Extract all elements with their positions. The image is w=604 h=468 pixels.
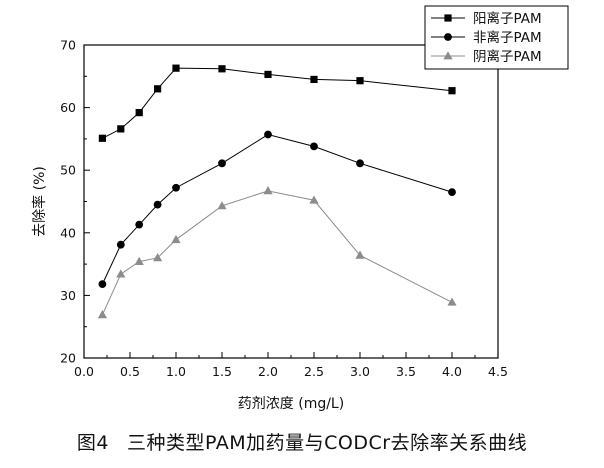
legend-marker (444, 14, 452, 22)
data-point (218, 65, 226, 73)
x-tick-label: 4.5 (488, 364, 508, 379)
data-point (135, 220, 144, 229)
data-point (356, 77, 364, 85)
data-point (263, 186, 273, 195)
x-tick-label: 0.5 (120, 364, 140, 379)
series-line (101, 133, 453, 285)
data-point (448, 87, 456, 95)
data-point (310, 142, 318, 151)
series-triangle (97, 186, 457, 319)
legend-label: 阴离子PAM (473, 48, 542, 65)
data-point (153, 253, 163, 262)
series-square (98, 64, 456, 142)
legend-label: 阳离子PAM (473, 10, 542, 27)
y-tick-label: 20 (60, 351, 76, 366)
series-line (101, 190, 453, 316)
data-point (217, 201, 227, 210)
x-tick-label: 2.0 (258, 364, 278, 379)
x-tick-label: 1.5 (212, 364, 232, 379)
data-point (171, 234, 181, 244)
data-point (218, 159, 226, 168)
data-point (153, 200, 162, 209)
data-point (447, 297, 457, 306)
legend-marker (444, 33, 452, 41)
y-tick-label: 60 (60, 100, 76, 115)
data-point (134, 256, 144, 265)
data-point (135, 109, 143, 117)
data-point (97, 310, 107, 319)
series-layer (97, 64, 457, 319)
y-tick-label: 70 (60, 38, 76, 53)
y-axis-label: 去除率 (%) (31, 166, 48, 237)
data-point (98, 280, 107, 289)
axes: 0.0 0.5 1.0 1.5 2.0 2.5 3.0 3.5 4.0 4.5 20 30 40 50 60… (31, 38, 508, 413)
plot-frame (83, 44, 499, 359)
caption-text: 三种类型PAM加药量与CODCr去除率关系曲线 (127, 432, 528, 454)
data-point (98, 134, 106, 142)
x-tick-label: 3.0 (350, 364, 370, 379)
caption-number: 图4 (76, 432, 109, 454)
data-point (356, 159, 364, 168)
x-tick-label: 4.0 (442, 364, 462, 379)
data-point (264, 130, 272, 139)
data-point (117, 125, 125, 133)
y-tick-label: 30 (60, 288, 76, 303)
data-point (172, 183, 180, 192)
series-circle (98, 130, 456, 289)
data-point (309, 195, 319, 204)
series-line (102, 67, 453, 139)
data-point (355, 250, 365, 259)
y-tick-label: 50 (60, 163, 76, 178)
line-chart: 0.0 0.5 1.0 1.5 2.0 2.5 3.0 3.5 4.0 4.5 20 30 40 50 60… (31, 5, 569, 413)
x-tick-label: 1.0 (166, 364, 186, 379)
data-point (310, 75, 318, 84)
x-tick-label: 0.0 (74, 364, 94, 379)
data-point (448, 188, 456, 197)
x-tick-label: 2.5 (304, 364, 324, 379)
legend-label: 非离子PAM (473, 29, 542, 46)
data-point (116, 269, 126, 278)
legend: 阳离子PAM 非离子PAM 阴离子PAM (424, 5, 569, 70)
legend-marker (443, 51, 453, 60)
data-point (154, 85, 162, 93)
data-point (116, 240, 125, 249)
figure-caption: 图4 三种类型PAM加药量与CODCr去除率关系曲线 (0, 428, 604, 455)
y-tick-label: 40 (60, 225, 76, 240)
data-point (172, 64, 180, 72)
x-tick-label: 3.5 (396, 364, 416, 379)
data-point (264, 70, 272, 79)
x-axis-label: 药剂浓度 (mg/L) (238, 396, 344, 412)
